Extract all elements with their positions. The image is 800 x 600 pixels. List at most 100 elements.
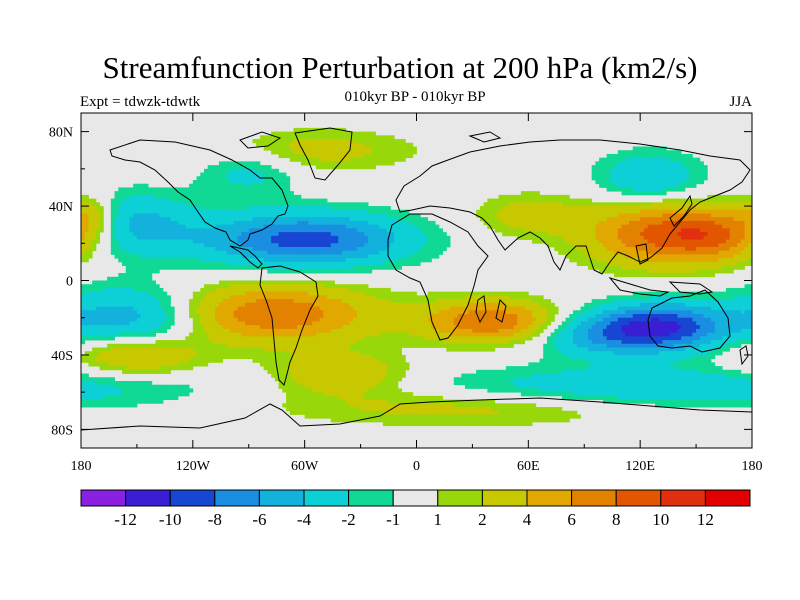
contour-cell	[334, 269, 339, 274]
contour-cell	[125, 247, 130, 252]
contour-cell	[733, 299, 738, 304]
contour-cell	[681, 302, 686, 307]
contour-cell	[259, 172, 265, 177]
contour-cell	[140, 202, 145, 207]
contour-cell	[122, 213, 127, 218]
contour-cell	[207, 247, 212, 252]
contour-cell	[368, 161, 373, 166]
contour-cell	[733, 302, 738, 307]
contour-cell	[327, 295, 332, 300]
contour-cell	[300, 224, 306, 229]
contour-cell	[371, 228, 376, 233]
contour-cell	[673, 258, 678, 263]
contour-cell	[375, 287, 380, 293]
contour-cell	[397, 302, 402, 307]
contour-cell	[334, 127, 339, 133]
contour-cell	[312, 146, 317, 151]
contour-cell	[271, 209, 276, 214]
contour-cell	[725, 295, 731, 300]
contour-cell	[602, 232, 608, 237]
contour-cell	[218, 302, 224, 307]
contour-cell	[271, 287, 276, 293]
contour-cell	[569, 247, 574, 252]
contour-cell	[483, 291, 488, 296]
contour-cell	[84, 258, 89, 263]
contour-cell	[211, 180, 216, 185]
contour-cell	[177, 254, 183, 259]
contour-cell	[669, 209, 675, 214]
contour-cell	[349, 213, 354, 218]
contour-cell	[677, 153, 682, 159]
contour-cell	[688, 176, 693, 181]
contour-cell	[546, 198, 552, 203]
contour-cell	[513, 228, 518, 233]
contour-cell	[353, 206, 358, 211]
contour-cell	[356, 228, 361, 233]
contour-cell	[118, 194, 123, 200]
contour-cell	[532, 228, 537, 233]
contour-cell	[200, 287, 205, 293]
contour-cell	[323, 206, 328, 211]
contour-cell	[304, 161, 309, 166]
contour-cell	[222, 180, 227, 185]
contour-cell	[405, 247, 410, 252]
contour-cell	[669, 165, 675, 170]
contour-cell	[394, 232, 399, 237]
contour-cell	[237, 306, 242, 311]
contour-cell	[353, 299, 358, 304]
contour-cell	[129, 194, 134, 200]
contour-cell	[565, 220, 570, 226]
contour-cell	[386, 258, 391, 263]
contour-cell	[293, 209, 298, 214]
contour-cell	[617, 183, 622, 188]
contour-cell	[614, 265, 619, 270]
contour-cell	[412, 243, 417, 248]
contour-cell	[722, 206, 727, 211]
contour-cell	[517, 217, 522, 222]
contour-cell	[409, 261, 414, 267]
contour-cell	[628, 250, 634, 255]
contour-cell	[252, 224, 257, 229]
contour-cell	[252, 187, 257, 192]
contour-cell	[543, 202, 548, 207]
contour-cell	[304, 291, 309, 296]
contour-cell	[438, 302, 443, 307]
contour-cell	[286, 131, 291, 136]
contour-cell	[319, 165, 324, 170]
contour-cell	[155, 299, 160, 304]
contour-cell	[330, 217, 335, 222]
contour-cell	[725, 198, 731, 203]
contour-cell	[744, 209, 749, 214]
contour-cell	[379, 247, 384, 252]
contour-cell	[412, 306, 417, 311]
contour-cell	[125, 202, 130, 207]
contour-cell	[379, 265, 384, 270]
contour-cell	[204, 247, 209, 252]
contour-cell	[267, 183, 272, 188]
contour-cell	[584, 239, 589, 244]
contour-cell	[185, 258, 190, 263]
contour-cell	[140, 280, 145, 285]
contour-cell	[394, 150, 399, 155]
contour-cell	[617, 273, 622, 278]
contour-cell	[714, 209, 719, 214]
contour-cell	[218, 220, 224, 226]
contour-cell	[286, 228, 291, 233]
contour-cell	[725, 261, 731, 267]
contour-cell	[535, 198, 540, 203]
contour-cell	[181, 202, 186, 207]
contour-cell	[192, 191, 197, 196]
contour-cell	[364, 291, 369, 296]
contour-cell	[308, 131, 313, 136]
contour-cell	[640, 295, 645, 300]
contour-cell	[733, 306, 738, 311]
contour-cell	[297, 202, 302, 207]
contour-cell	[215, 239, 220, 244]
contour-cell	[327, 306, 332, 311]
contour-cell	[170, 247, 175, 252]
contour-cell	[632, 265, 637, 270]
contour-cell	[688, 232, 693, 237]
contour-cell	[155, 224, 160, 229]
contour-cell	[390, 224, 395, 229]
contour-cell	[334, 302, 339, 307]
